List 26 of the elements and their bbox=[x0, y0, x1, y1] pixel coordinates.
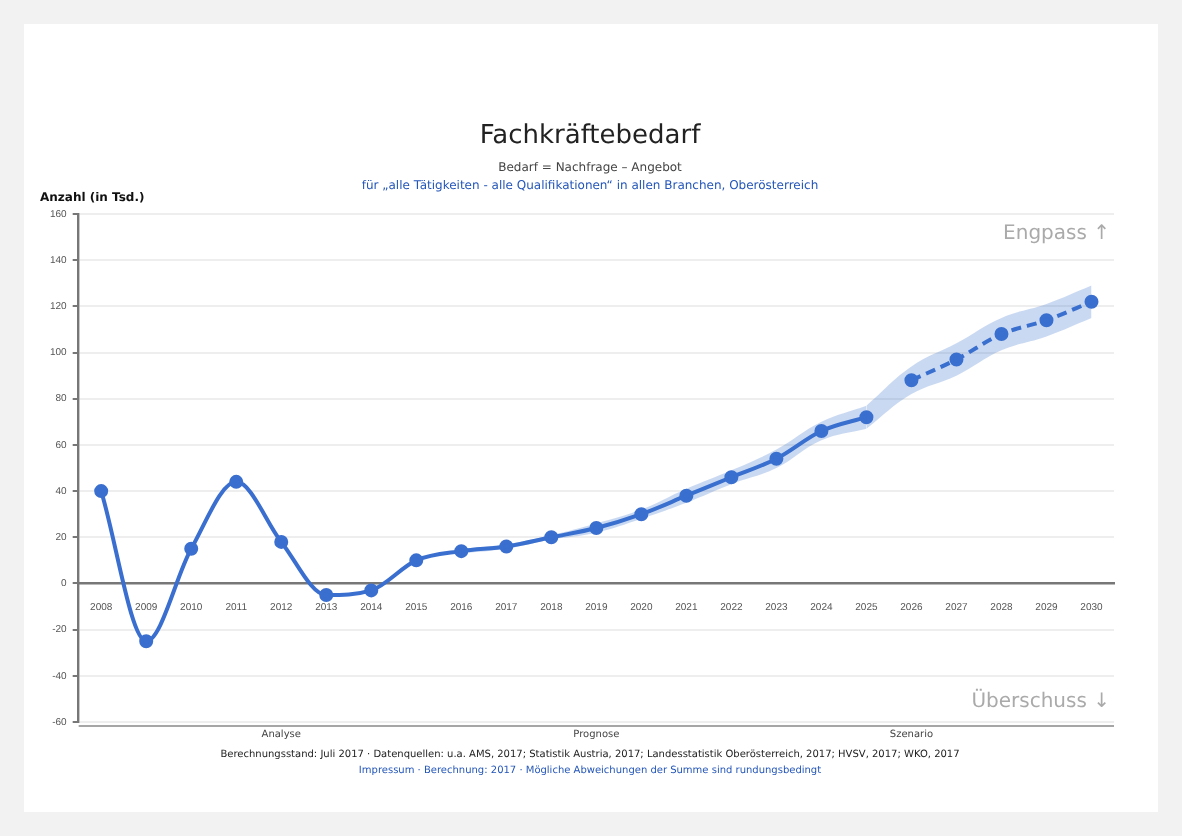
point bbox=[679, 488, 694, 503]
point bbox=[499, 539, 514, 554]
point bbox=[319, 588, 334, 602]
point bbox=[589, 521, 604, 536]
point bbox=[1039, 313, 1054, 328]
point bbox=[184, 541, 199, 556]
point bbox=[544, 530, 559, 545]
point bbox=[364, 583, 379, 598]
chart-title: Fachkräftebedarf bbox=[479, 120, 702, 151]
point bbox=[94, 484, 109, 499]
point bbox=[814, 424, 829, 439]
point bbox=[139, 634, 154, 649]
point bbox=[1084, 294, 1099, 309]
point bbox=[769, 451, 784, 466]
point bbox=[229, 474, 244, 489]
point bbox=[634, 507, 649, 522]
point bbox=[859, 410, 874, 425]
point bbox=[409, 553, 424, 568]
point bbox=[274, 534, 289, 549]
point bbox=[454, 544, 469, 559]
point bbox=[994, 327, 1009, 342]
point bbox=[724, 470, 739, 485]
annotation: Engpass ↑ bbox=[1003, 223, 1110, 246]
point bbox=[949, 352, 964, 367]
point bbox=[904, 373, 919, 388]
annotation: Überschuss ↓ bbox=[971, 687, 1110, 714]
